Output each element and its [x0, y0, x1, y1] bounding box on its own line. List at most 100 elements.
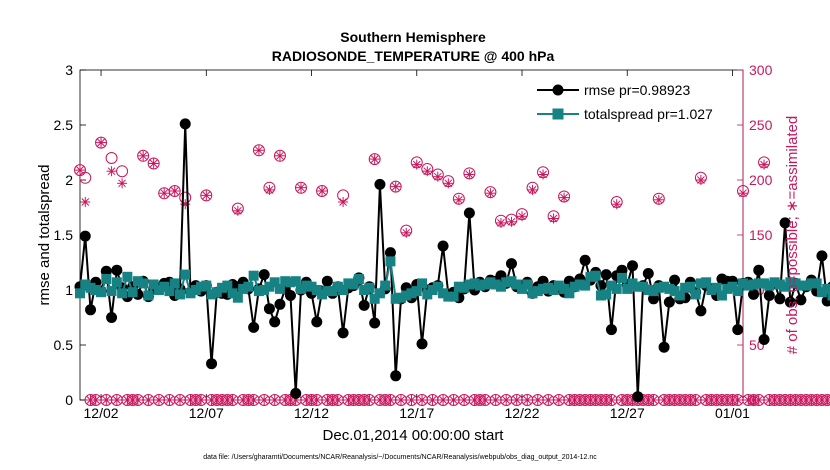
rmse-point: [627, 260, 638, 272]
totalspread-point: [206, 289, 217, 300]
obs-assimilated-point: [311, 395, 322, 405]
totalspread-point: [422, 289, 433, 300]
obs-assimilated-point: [432, 171, 443, 182]
rmse-point: [384, 247, 396, 259]
totalspread-point: [538, 283, 549, 294]
obs-assimilated-point: [422, 166, 433, 177]
totalspread-point: [217, 282, 228, 293]
totalspread-point: [338, 285, 349, 295]
obs-assimilated-point: [253, 145, 264, 156]
obs-assimilated-point: [274, 150, 285, 161]
obs-assimilated-point: [480, 395, 491, 405]
totalspread-point: [701, 277, 712, 288]
totalspread-point: [285, 277, 296, 288]
totalspread-point: [411, 286, 422, 297]
left-tick-label: 2.5: [54, 117, 74, 133]
rmse-point: [816, 250, 828, 262]
totalspread-point: [680, 282, 691, 293]
obs-assimilated-point: [390, 181, 401, 192]
totalspread-point: [180, 269, 191, 280]
rmse-point: [337, 327, 349, 339]
totalspread-point: [759, 278, 770, 289]
rmse-point: [579, 254, 591, 266]
totalspread-point: [764, 280, 775, 291]
rmse-point: [106, 312, 118, 323]
totalspread-point: [390, 293, 401, 304]
obs-assimilated-point: [606, 395, 617, 405]
obs-assimilated-point: [395, 395, 406, 405]
totalspread-point: [722, 283, 733, 294]
left-tick-label: 1: [65, 282, 73, 298]
totalspread-point: [606, 280, 617, 291]
obs-assimilated-point: [90, 395, 101, 405]
rmse-point: [258, 269, 270, 281]
obs-assimilated-point: [459, 395, 470, 405]
left-tick-label: 1.5: [54, 227, 74, 243]
totalspread-point: [517, 283, 527, 294]
totalspread-point: [401, 290, 412, 301]
rmse-point: [732, 324, 744, 336]
totalspread-point: [732, 286, 743, 297]
obs-assimilated-point: [522, 395, 533, 405]
totalspread-point: [248, 270, 259, 281]
obs-assimilated-point: [138, 150, 149, 161]
obs-possible-point: [200, 189, 213, 202]
totalspread-point: [280, 276, 291, 287]
rmse-point: [111, 264, 123, 276]
totalspread-point: [569, 281, 580, 292]
rmse-point: [658, 341, 670, 353]
obs-assimilated-point: [532, 395, 543, 405]
totalspread-point: [190, 285, 201, 295]
totalspread-point: [774, 279, 785, 290]
totalspread-point: [653, 282, 664, 293]
totalspread-point: [690, 289, 701, 300]
totalspread-point: [96, 287, 107, 298]
totalspread-point: [738, 278, 748, 289]
obs-assimilated-point: [259, 395, 270, 405]
totalspread-series: [75, 256, 830, 304]
obs-possible-point: [137, 149, 150, 162]
totalspread-point: [595, 290, 606, 301]
totalspread-point: [85, 282, 96, 293]
totalspread-point: [627, 278, 638, 289]
totalspread-point: [427, 285, 438, 295]
obs-assimilated-point: [75, 165, 85, 176]
totalspread-point: [196, 281, 207, 292]
totalspread-point: [143, 290, 154, 301]
obs-possible-point: [273, 149, 286, 162]
totalspread-point: [769, 277, 780, 288]
rmse-point: [358, 299, 370, 311]
chart-title-line-1: Southern Hemisphere: [340, 29, 486, 45]
totalspread-point: [106, 286, 117, 297]
totalspread-point: [585, 271, 596, 282]
obs-assimilated-point: [364, 395, 375, 405]
totalspread-point: [527, 288, 538, 299]
obs-assimilated-point: [406, 395, 417, 405]
totalspread-point: [269, 277, 280, 288]
obs-assimilated-point: [174, 395, 185, 405]
totalspread-point: [201, 280, 212, 291]
legend-totalspread-marker: [552, 108, 564, 120]
totalspread-point: [432, 281, 443, 292]
left-tick-label: 3: [65, 62, 73, 78]
rmse-point: [605, 324, 617, 336]
totalspread-point: [522, 279, 533, 290]
obs-assimilated-point: [385, 395, 396, 405]
totalspread-point: [90, 285, 101, 295]
rmse-point: [374, 178, 386, 190]
obs-assimilated-point: [738, 188, 748, 199]
obs-assimilated-point: [495, 217, 506, 228]
totalspread-point: [417, 278, 428, 289]
obs-assimilated-point: [511, 395, 522, 405]
rmse-point: [85, 304, 97, 316]
totalspread-point: [543, 282, 554, 293]
rmse-point: [505, 258, 517, 270]
totalspread-point: [438, 288, 449, 299]
rmse-point: [206, 358, 218, 370]
totalspread-point: [395, 292, 406, 303]
obs-assimilated-point: [553, 395, 564, 405]
obs-assimilated-point: [548, 213, 559, 224]
rmse-point: [784, 296, 796, 308]
x-axis-label: Dec.01,2014 00:00:00 start: [323, 427, 505, 444]
